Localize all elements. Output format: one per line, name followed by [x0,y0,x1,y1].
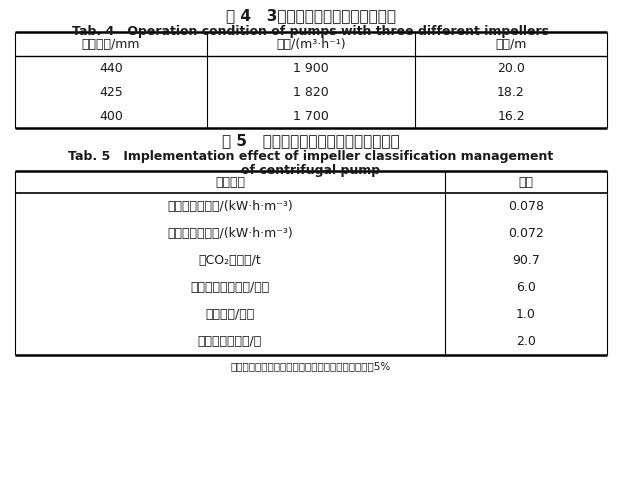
Text: 90.7: 90.7 [512,254,540,267]
Text: 整体投资/万元: 整体投资/万元 [205,308,254,321]
Text: 1.0: 1.0 [516,308,536,321]
Text: Tab. 4   Operation condition of pumps with three different impellers: Tab. 4 Operation condition of pumps with… [73,25,549,38]
Text: 0.072: 0.072 [508,227,544,240]
Text: 440: 440 [99,62,123,75]
Text: 16.2: 16.2 [497,109,525,122]
Text: 1 900: 1 900 [293,62,329,75]
Text: 主要参数: 主要参数 [215,175,245,188]
Text: 1 700: 1 700 [293,109,329,122]
Text: 年CO₂减排量/t: 年CO₂减排量/t [198,254,261,267]
Text: 静态投资回收期/月: 静态投资回收期/月 [198,335,262,348]
Text: 425: 425 [99,86,123,98]
Text: 数值: 数值 [519,175,534,188]
Text: 国内数十家典型水司水泵节能改造后电耗同比下降约5%: 国内数十家典型水司水泵节能改造后电耗同比下降约5% [231,361,391,371]
Text: 2.0: 2.0 [516,335,536,348]
Text: 18.2: 18.2 [497,86,525,98]
Text: 0.078: 0.078 [508,200,544,213]
Text: 年运行电费节约值/万元: 年运行电费节约值/万元 [190,281,269,294]
Text: 1 820: 1 820 [293,86,329,98]
Text: 扬程/m: 扬程/m [495,37,527,51]
Text: of centrifugal pump: of centrifugal pump [241,164,381,177]
Text: 400: 400 [99,109,123,122]
Text: 6.0: 6.0 [516,281,536,294]
Text: Tab. 5   Implementation effect of impeller classification management: Tab. 5 Implementation effect of impeller… [68,150,554,163]
Text: 叶轮直径/mm: 叶轮直径/mm [81,37,140,51]
Text: 实施后平均电耗/(kW·h·m⁻³): 实施后平均电耗/(kW·h·m⁻³) [167,227,293,240]
Text: 表 5   离心泵叶轮分级管理实例实施成效: 表 5 离心泵叶轮分级管理实例实施成效 [222,133,400,148]
Text: 实施前平均电耗/(kW·h·m⁻³): 实施前平均电耗/(kW·h·m⁻³) [167,200,293,213]
Text: 表 4   3种叶轮条件下的水泵运行工况: 表 4 3种叶轮条件下的水泵运行工况 [226,8,396,23]
Text: 流量/(m³·h⁻¹): 流量/(m³·h⁻¹) [276,37,346,51]
Text: 20.0: 20.0 [497,62,525,75]
